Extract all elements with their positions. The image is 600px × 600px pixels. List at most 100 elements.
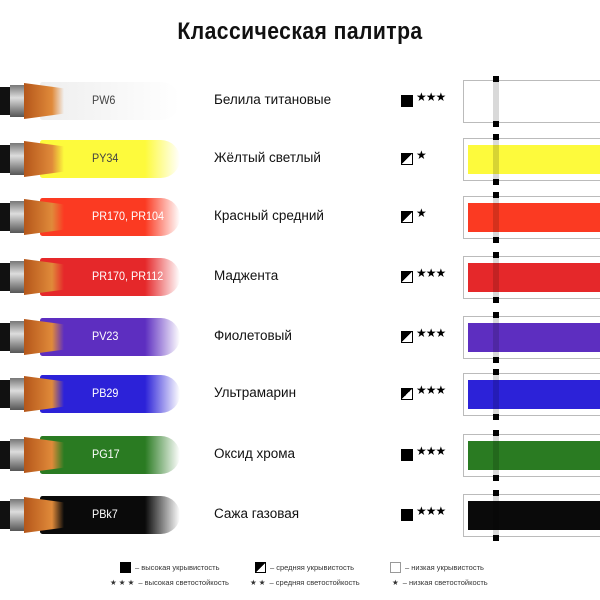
swatch-box <box>463 252 600 303</box>
color-swatch <box>468 380 600 409</box>
legend-label: – высокая укрывистость <box>135 563 220 572</box>
pigment-code: PR170, PR104 <box>92 209 165 223</box>
swatch-box <box>463 76 600 127</box>
color-row: PY34 Жёлтый светлый ★ <box>0 134 600 185</box>
pigment-code: PB29 <box>92 386 119 400</box>
medium-coverage-icon <box>401 211 413 223</box>
legend-high-lightfastness: ★ ★ ★ – высокая светостойкость <box>110 578 229 587</box>
pigment-code: PG17 <box>92 447 120 461</box>
brush-handle <box>0 87 12 115</box>
opacity-test-bar <box>493 192 499 243</box>
brush-ferrule <box>10 201 26 233</box>
high-coverage-icon <box>401 449 413 461</box>
brush-handle <box>0 203 12 231</box>
legend-medium-lightfastness: ★ ★ – средняя светостойкость <box>250 578 360 587</box>
color-name: Жёлтый светлый <box>214 150 321 165</box>
medium-coverage-icon <box>401 388 413 400</box>
brush-bristles <box>24 141 64 177</box>
lightfastness-stars-icon: ★ <box>416 206 427 220</box>
high-coverage-icon <box>120 562 131 573</box>
legend-medium-coverage: – средняя укрывистость <box>255 562 354 573</box>
color-name: Белила титановые <box>214 92 332 107</box>
medium-coverage-icon <box>401 271 413 283</box>
color-name: Сажа газовая <box>214 506 300 521</box>
brush-ferrule <box>10 261 26 293</box>
color-row: PV23 Фиолетовый ★★★ <box>0 312 600 363</box>
legend-low-coverage: – низкая укрывистость <box>390 562 484 573</box>
color-swatch <box>468 263 600 292</box>
color-row: PR170, PR112 Маджента ★★★ <box>0 252 600 303</box>
brush-bristles <box>24 199 64 235</box>
lightfastness-stars-icon: ★★★ <box>416 326 446 340</box>
brush-ferrule <box>10 143 26 175</box>
pigment-code: PBk7 <box>92 507 118 521</box>
opacity-test-bar <box>493 76 499 127</box>
lightfastness-stars-icon: ★★★ <box>416 90 446 104</box>
brush-bristles <box>24 83 64 119</box>
brush-bristles <box>24 259 64 295</box>
color-name: Ультрамарин <box>214 385 297 400</box>
lightfastness-stars-icon: ★★★ <box>416 383 446 397</box>
opacity-test-bar <box>493 430 499 481</box>
color-swatch <box>468 87 600 116</box>
lightfastness-stars-icon: ★★★ <box>416 504 446 518</box>
color-row: PR170, PR104 Красный средний ★ <box>0 192 600 243</box>
legend-label: – высокая светостойкость <box>138 578 229 587</box>
brush-ferrule <box>10 85 26 117</box>
brush-bristles <box>24 319 64 355</box>
stars-icon: ★ <box>392 578 399 587</box>
opacity-test-bar <box>493 312 499 363</box>
pigment-code: PW6 <box>92 93 116 107</box>
swatch-box <box>463 134 600 185</box>
brush-bristles <box>24 376 64 412</box>
opacity-test-bar <box>493 490 499 541</box>
low-coverage-icon <box>390 562 401 573</box>
opacity-test-bar <box>493 134 499 185</box>
swatch-box <box>463 490 600 541</box>
stars-icon: ★ ★ <box>250 578 266 587</box>
color-swatch <box>468 203 600 232</box>
brush-ferrule <box>10 378 26 410</box>
high-coverage-icon <box>401 509 413 521</box>
brush-bristles <box>24 497 64 533</box>
swatch-box <box>463 430 600 481</box>
color-row: PB29 Ультрамарин ★★★ <box>0 369 600 420</box>
stars-icon: ★ ★ ★ <box>110 578 135 587</box>
opacity-test-bar <box>493 369 499 420</box>
brush-handle <box>0 501 12 529</box>
high-coverage-icon <box>401 95 413 107</box>
brush-ferrule <box>10 499 26 531</box>
brush-handle <box>0 145 12 173</box>
pigment-code: PV23 <box>92 329 119 343</box>
color-swatch <box>468 145 600 174</box>
swatch-box <box>463 312 600 363</box>
pigment-code: PR170, PR112 <box>92 269 164 283</box>
color-row: PW6 Белила титановые ★★★ <box>0 76 600 127</box>
legend-label: – низкая укрывистость <box>405 563 484 572</box>
brush-bristles <box>24 437 64 473</box>
legend-high-coverage: – высокая укрывистость <box>120 562 220 573</box>
lightfastness-stars-icon: ★★★ <box>416 444 446 458</box>
lightfastness-stars-icon: ★ <box>416 148 427 162</box>
lightfastness-stars-icon: ★★★ <box>416 266 446 280</box>
page-title: Классическая палитра <box>177 18 423 45</box>
color-row: PG17 Оксид хрома ★★★ <box>0 430 600 481</box>
color-swatch <box>468 441 600 470</box>
legend-label: – средняя светостойкость <box>269 578 360 587</box>
medium-coverage-icon <box>255 562 266 573</box>
color-swatch <box>468 323 600 352</box>
color-name: Красный средний <box>214 208 324 223</box>
brush-handle <box>0 441 12 469</box>
color-name: Фиолетовый <box>214 328 292 343</box>
brush-handle <box>0 380 12 408</box>
opacity-test-bar <box>493 252 499 303</box>
color-row: PBk7 Сажа газовая ★★★ <box>0 490 600 541</box>
pigment-code: PY34 <box>92 151 119 165</box>
legend-low-lightfastness: ★ – низкая светостойкость <box>392 578 488 587</box>
color-name: Оксид хрома <box>214 446 296 461</box>
legend-label: – низкая светостойкость <box>402 578 488 587</box>
medium-coverage-icon <box>401 153 413 165</box>
color-swatch <box>468 501 600 530</box>
medium-coverage-icon <box>401 331 413 343</box>
legend-label: – средняя укрывистость <box>270 563 355 572</box>
